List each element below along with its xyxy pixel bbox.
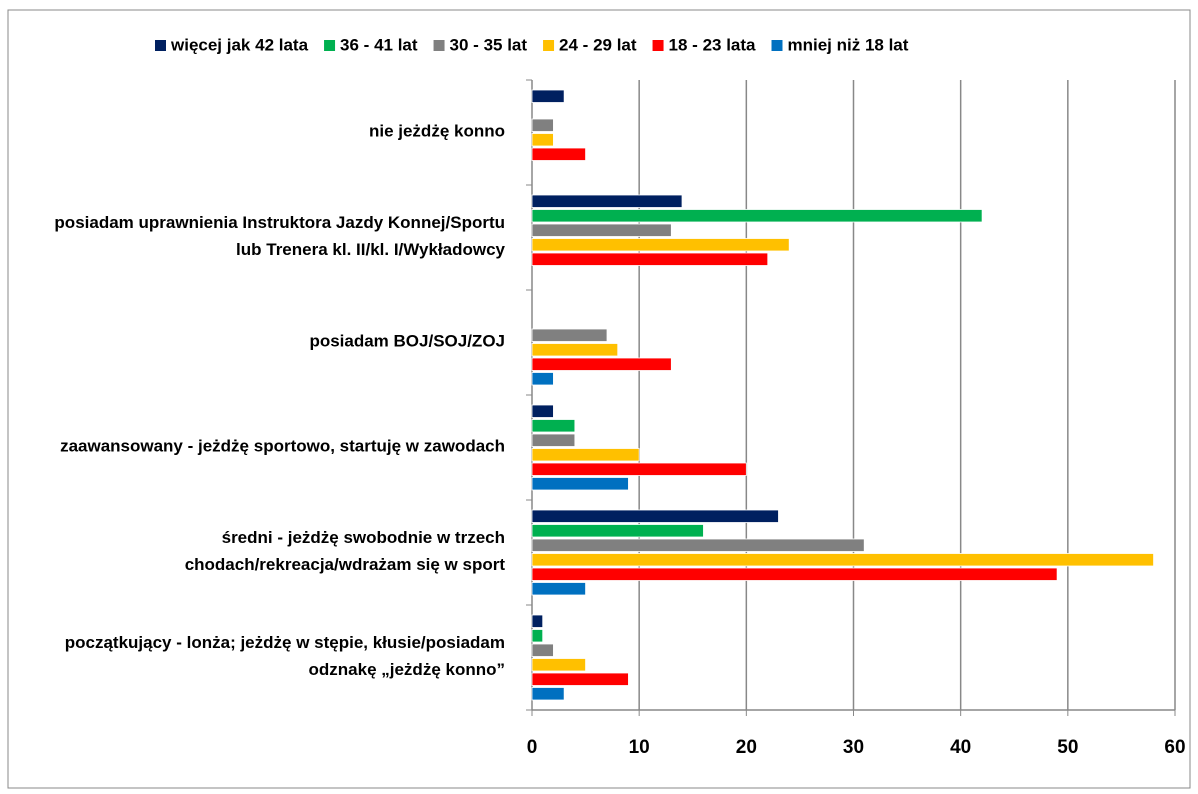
x-tick-label: 60 bbox=[1164, 737, 1185, 758]
bar bbox=[531, 509, 779, 523]
bar bbox=[531, 433, 576, 447]
legend-swatch bbox=[543, 40, 555, 51]
bar bbox=[531, 89, 565, 103]
bar bbox=[531, 524, 704, 538]
bar bbox=[531, 582, 586, 596]
bar bbox=[531, 372, 554, 386]
legend-label: więcej jak 42 lata bbox=[170, 35, 309, 54]
y-tick-label: posiadam BOJ/SOJ/ZOJ bbox=[309, 332, 505, 351]
bar bbox=[531, 343, 619, 357]
bar bbox=[531, 567, 1058, 581]
bar bbox=[531, 357, 672, 371]
bar bbox=[531, 462, 747, 476]
x-tick-label: 30 bbox=[843, 737, 864, 758]
x-tick-label: 0 bbox=[527, 737, 538, 758]
legend-swatch bbox=[433, 40, 445, 51]
bar bbox=[531, 672, 629, 686]
legend-label: 36 - 41 lat bbox=[340, 35, 418, 54]
bar bbox=[531, 133, 554, 147]
bar bbox=[531, 477, 629, 491]
bar bbox=[531, 629, 544, 643]
bar bbox=[531, 687, 565, 701]
bar bbox=[531, 252, 769, 266]
legend-label: 30 - 35 lat bbox=[450, 35, 528, 54]
legend-label: 24 - 29 lat bbox=[559, 35, 637, 54]
chart-border bbox=[7, 9, 1191, 789]
bar bbox=[531, 238, 790, 252]
bar bbox=[531, 209, 983, 223]
x-tick-label: 20 bbox=[736, 737, 757, 758]
bar bbox=[531, 118, 554, 132]
bar bbox=[531, 404, 554, 418]
bar bbox=[531, 538, 865, 552]
legend-label: 18 - 23 lata bbox=[669, 35, 756, 54]
bar bbox=[531, 223, 672, 237]
y-tick-label: zaawansowany - jeżdżę sportowo, startuję… bbox=[60, 437, 505, 456]
bar bbox=[531, 328, 608, 342]
legend-label: mniej niż 18 lat bbox=[788, 35, 909, 54]
legend-swatch bbox=[771, 40, 783, 51]
bar bbox=[531, 147, 586, 161]
bar bbox=[531, 553, 1154, 567]
legend-swatch bbox=[324, 40, 336, 51]
bar bbox=[531, 643, 554, 657]
y-tick-label: nie jeżdżę konno bbox=[369, 122, 505, 141]
y-tick-label: średni - jeżdżę swobodnie w trzech chodac… bbox=[185, 528, 506, 574]
x-tick-label: 50 bbox=[1057, 737, 1078, 758]
y-tick-label: początkujący - lonża; jeżdżę w stępie, k… bbox=[65, 633, 505, 679]
legend-swatch bbox=[155, 40, 166, 51]
bar bbox=[531, 194, 683, 208]
bar bbox=[531, 419, 576, 433]
bar bbox=[531, 448, 640, 462]
x-tick-label: 40 bbox=[950, 737, 971, 758]
bar bbox=[531, 658, 586, 672]
bar bbox=[531, 614, 544, 628]
legend-swatch bbox=[652, 40, 664, 51]
x-tick-label: 10 bbox=[629, 737, 650, 758]
y-tick-label: posiadam uprawnienia Instruktora Jazdy K… bbox=[54, 213, 505, 259]
